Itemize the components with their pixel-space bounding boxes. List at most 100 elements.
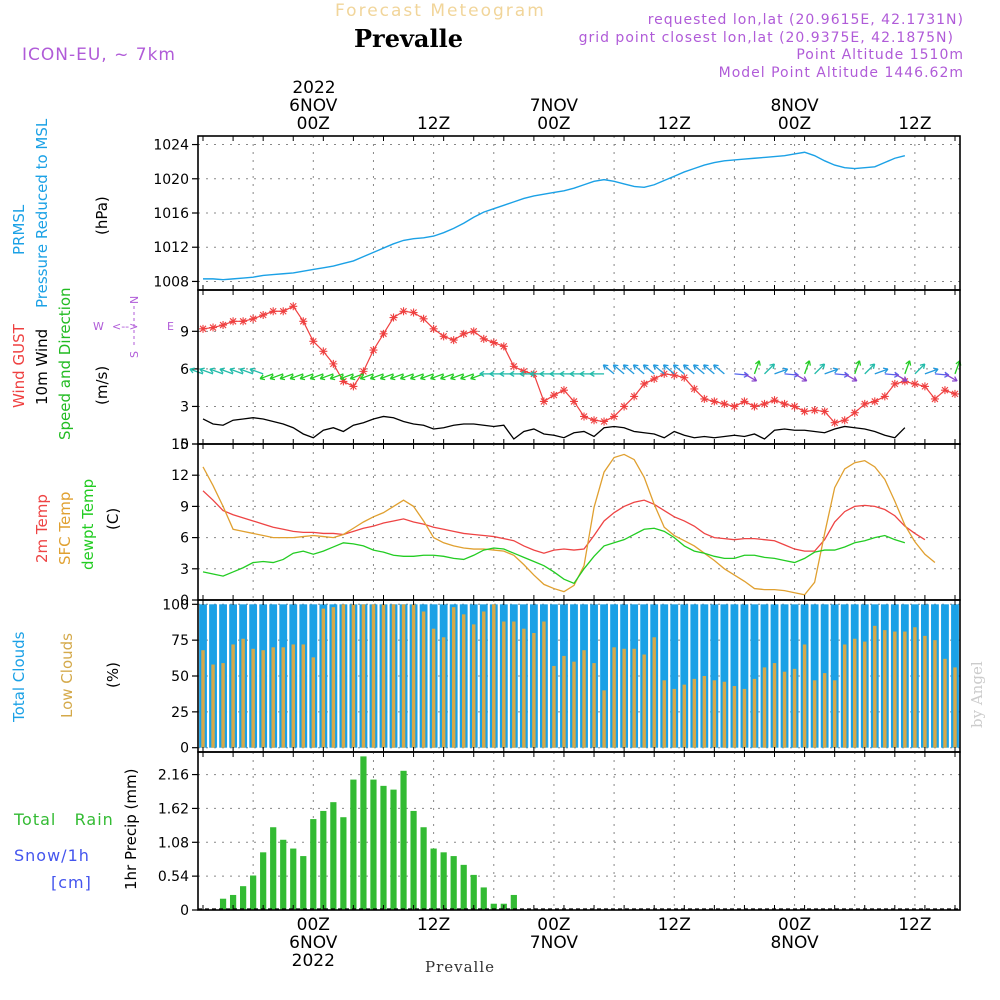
- wind-arrowhead: [419, 374, 426, 381]
- total-cloud-bar: [690, 604, 699, 748]
- low-cloud-bar: [562, 655, 566, 748]
- wind-arrow: [924, 368, 939, 375]
- low-cloud-bar: [431, 628, 436, 748]
- wind-arrowhead: [905, 360, 912, 366]
- low-cloud-bar: [221, 663, 225, 748]
- low-cloud-bar: [863, 641, 867, 748]
- wind-arrow: [623, 364, 635, 375]
- gust-point: [469, 327, 478, 336]
- gust-point: [650, 374, 659, 383]
- rain-bar: [350, 779, 357, 910]
- gust-point: [459, 329, 468, 338]
- gust-point: [800, 407, 809, 416]
- wind-arrowhead: [751, 376, 758, 382]
- low-cloud-bar: [812, 680, 817, 748]
- low-cloud-bar: [943, 658, 947, 748]
- y-tick-label: 1012: [153, 240, 189, 256]
- hpa-label: (hPa): [93, 196, 111, 235]
- y-tick-label: 9: [180, 324, 189, 340]
- wind-arrowhead: [672, 364, 679, 370]
- low-cloud-bar: [802, 644, 807, 748]
- wind-arrowhead: [713, 364, 719, 370]
- wind-arrowhead: [832, 367, 839, 374]
- wind-arrow: [420, 373, 434, 380]
- wind-arrow: [824, 368, 839, 375]
- y-tick-label: 6: [180, 531, 189, 547]
- low-cloud-bar: [281, 647, 285, 748]
- low-cloud-bar: [371, 604, 376, 748]
- rain-bar: [430, 848, 437, 910]
- snow-label: Snow/1h: [14, 846, 90, 865]
- low-cloud-bar: [512, 621, 516, 748]
- wind-arrow: [360, 373, 374, 380]
- gust-point: [870, 397, 879, 406]
- wind-arrow: [894, 373, 908, 382]
- wind-arrow: [390, 373, 404, 380]
- wind-line: [202, 415, 906, 440]
- low-cloud-bar: [261, 650, 265, 748]
- gust-point: [419, 314, 428, 323]
- y-tick-label: 6: [180, 362, 189, 378]
- bottom-date-label: 7NOV: [530, 933, 579, 953]
- wind-arrow: [904, 360, 911, 375]
- low-cloud-bar: [903, 631, 907, 748]
- temp2m-line: [202, 490, 926, 554]
- wind-arrowhead: [259, 374, 266, 381]
- wind-arrow: [673, 364, 685, 375]
- wind-arrow: [864, 363, 876, 375]
- wind-arrowhead: [209, 367, 215, 374]
- gust-point: [610, 412, 619, 421]
- panel-3: 0 25 50 75 100: [162, 597, 961, 757]
- gust-point: [880, 392, 889, 401]
- low-cloud-bar: [391, 604, 396, 748]
- wind-arrow: [309, 373, 324, 380]
- wind-arrowhead: [399, 374, 406, 381]
- wind-arrowhead: [489, 370, 495, 378]
- wind-arrow: [814, 363, 825, 375]
- gust-point: [660, 369, 669, 378]
- low-cloud-bar: [842, 644, 847, 748]
- low-cloud-bar: [421, 611, 426, 748]
- gust-point: [269, 307, 278, 316]
- low-cloud-bar: [602, 690, 606, 748]
- wind-arrowhead: [239, 367, 246, 374]
- wind-arrow: [764, 363, 775, 375]
- rain-bar: [420, 827, 427, 910]
- wind-arrow: [319, 373, 334, 380]
- rain-bar: [440, 852, 447, 910]
- bottom-hour-label: 12Z: [417, 915, 450, 935]
- top-date-label: 7NOV: [530, 96, 579, 116]
- wind-arrowhead: [429, 374, 436, 381]
- wind-arrow: [753, 360, 760, 375]
- y-tick-label: 1008: [153, 274, 189, 290]
- low-cloud-bar: [692, 678, 697, 748]
- gust-point: [780, 399, 789, 408]
- top-hour-label: 12Z: [417, 114, 450, 134]
- total-cloud-bar: [720, 604, 729, 748]
- low-cloud-bar: [482, 611, 486, 748]
- model-label: ICON-EU, ~ 7km: [22, 45, 176, 65]
- wind-arrow: [239, 368, 254, 375]
- wind-arrowhead: [612, 364, 619, 370]
- total-cloud-bar: [660, 604, 669, 748]
- rain-bar: [320, 810, 327, 910]
- gust-point: [539, 397, 548, 406]
- wind-arrow: [612, 364, 625, 375]
- top-hour-label: 00Z: [297, 114, 330, 134]
- gust-point: [720, 399, 729, 408]
- gust-point: [940, 386, 949, 395]
- total-cloud-bar: [750, 604, 759, 748]
- compass-icon: W E <--> N S: [93, 296, 174, 358]
- gust-point: [770, 396, 779, 405]
- wind-arrowhead: [589, 370, 595, 378]
- wind-arrowhead: [470, 374, 476, 381]
- y-tick-label: 3: [180, 562, 189, 578]
- y-tick-label: 1020: [153, 172, 189, 188]
- low-cloud-bar: [873, 625, 877, 748]
- total-cloud-bar: [600, 604, 608, 748]
- wind-arrowhead: [933, 367, 939, 374]
- svg-text:E: E: [167, 320, 174, 333]
- gust-point: [810, 406, 819, 415]
- wind-arrow: [653, 364, 665, 375]
- wind-arrowhead: [329, 374, 336, 381]
